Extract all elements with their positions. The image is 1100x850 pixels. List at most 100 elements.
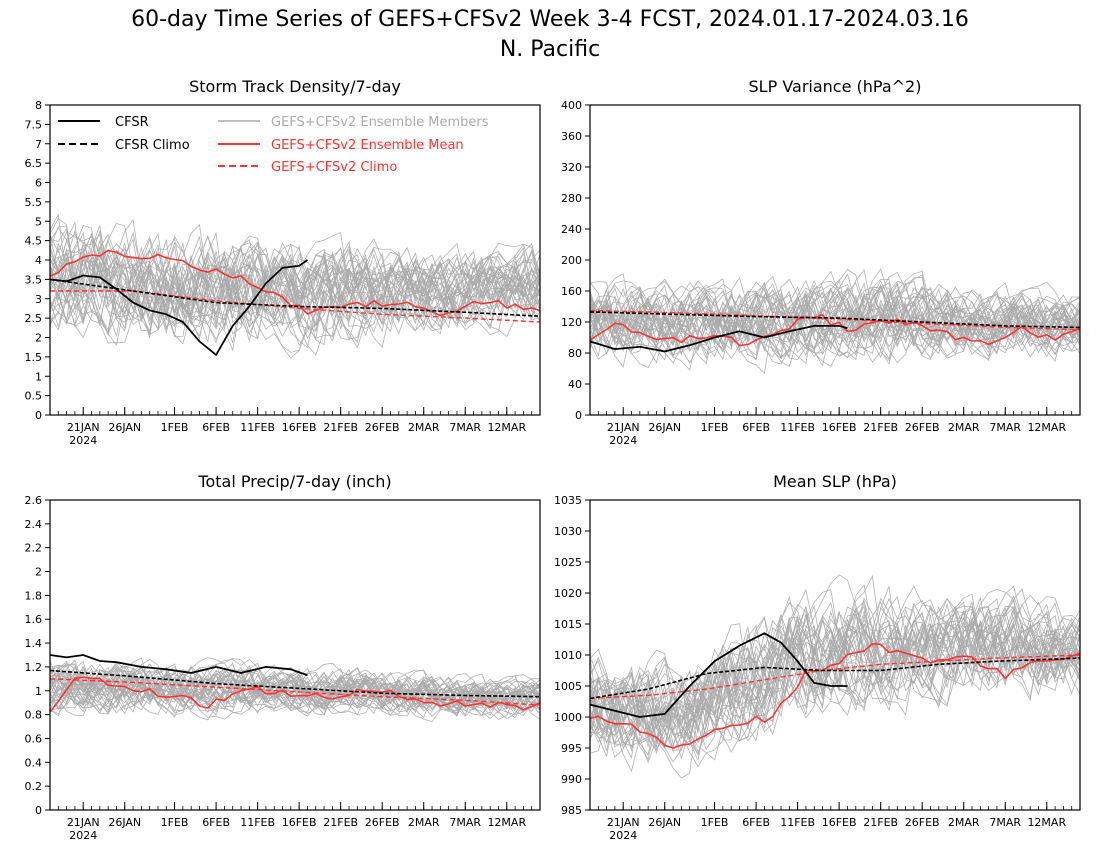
plot-frame: [589, 104, 1081, 416]
y-tick-label: 2.6: [25, 494, 43, 507]
y-tick-label: 1025: [554, 556, 582, 569]
x-tick-label: 1FEB: [161, 421, 189, 434]
series-line-ens-mean: [50, 676, 540, 713]
y-tick-label: 4: [35, 254, 42, 267]
x-tick-label: 11FEB: [240, 816, 275, 829]
y-tick-label: 240: [561, 223, 582, 236]
member-line: [50, 671, 540, 716]
panel-storm-track-density: Storm Track Density/7-day 0 0.5 1 1.5 2 2.5 3 3…: [25, 77, 541, 447]
x-tick-sublabel: 2024: [609, 829, 637, 842]
member-line: [590, 600, 1080, 753]
series-line-cfsr: [50, 259, 309, 357]
y-tick-label: 320: [561, 161, 582, 174]
member-line: [50, 231, 540, 341]
member-line: [50, 238, 540, 343]
x-tick-label: 21JAN: [67, 421, 100, 434]
y-tick-label: 1010: [554, 649, 582, 662]
ensemble-members: [50, 657, 540, 723]
member-line: [590, 595, 1080, 749]
y-tick-label: 0.8: [25, 709, 43, 722]
member-line: [590, 583, 1080, 747]
y-tick-label: 0: [35, 804, 42, 817]
y-tick-label: 990: [561, 773, 582, 786]
member-line: [50, 245, 540, 344]
x-tick-label: 11FEB: [240, 421, 275, 434]
y-tick-label: 3: [35, 293, 42, 306]
x-tick-label: 2MAR: [948, 816, 980, 829]
y-tick-label: 8: [35, 99, 42, 112]
x-tick-label: 26FEB: [365, 816, 400, 829]
legend: CFSR CFSR Climo GEFS+CFSv2 Ensemble Memb…: [58, 115, 489, 175]
series-line-cfsr: [50, 654, 308, 677]
y-tick-label: 2: [35, 332, 42, 345]
member-line: [50, 221, 540, 337]
member-line: [50, 664, 540, 716]
member-line: [590, 596, 1080, 756]
series-line-cfsr: [590, 324, 848, 353]
x-tick-label: 26JAN: [648, 421, 681, 434]
panel-title: Storm Track Density/7-day: [189, 77, 401, 96]
x-tick-sublabel: 2024: [69, 434, 97, 447]
member-line: [590, 588, 1080, 746]
y-tick-label: 160: [561, 285, 582, 298]
member-line: [590, 597, 1080, 747]
ensemble-members: [50, 213, 540, 359]
y-tick-label: 280: [561, 192, 582, 205]
y-tick-label: 985: [561, 804, 582, 817]
member-line: [590, 281, 1080, 359]
series-line-ens-climo: [50, 290, 540, 323]
series-line-ens-mean: [590, 642, 1080, 749]
plot-frame: [49, 499, 541, 811]
y-tick-label: 1020: [554, 587, 582, 600]
y-tick-label: 360: [561, 130, 582, 143]
x-tick-label: 26FEB: [905, 816, 940, 829]
y-tick-label: 0.5: [25, 390, 43, 403]
x-tick-label: 6FEB: [202, 421, 230, 434]
x-tick-label: 21FEB: [323, 816, 358, 829]
y-tick-label: 1.8: [25, 589, 43, 602]
x-tick-label: 16FEB: [282, 816, 317, 829]
series-line-cfsr-climo: [50, 278, 540, 317]
panel-title: SLP Variance (hPa^2): [749, 77, 922, 96]
y-tick-label: 2.4: [25, 518, 43, 531]
member-line: [50, 238, 540, 342]
y-tick-label: 400: [561, 99, 582, 112]
y-tick-label: 1035: [554, 494, 582, 507]
x-tick-label: 16FEB: [822, 816, 857, 829]
member-line: [590, 605, 1080, 734]
x-tick-label: 6FEB: [742, 421, 770, 434]
y-tick-label: 2.5: [25, 312, 43, 325]
y-tick-label: 7: [35, 138, 42, 151]
series-line-ens-climo: [50, 678, 540, 706]
series-lines: [50, 249, 540, 357]
panel-mean-slp: Mean SLP (hPa) 985 990 995 1000 1005 1010 1015…: [554, 472, 1081, 842]
y-tick-label: 0.2: [25, 780, 43, 793]
panel-slp-variance: SLP Variance (hPa^2) 0 40 80 120 160 200 240 28…: [561, 77, 1081, 447]
y-tick-label: 0: [35, 409, 42, 422]
y-tick-label: 1: [35, 370, 42, 383]
x-tick-label: 12MAR: [487, 421, 526, 434]
y-tick-label: 2.2: [25, 542, 43, 555]
y-tick-label: 0.4: [25, 756, 43, 769]
ensemble-members: [590, 268, 1080, 375]
member-line: [50, 663, 540, 723]
y-tick-label: 6: [35, 177, 42, 190]
y-tick-label: 80: [568, 347, 582, 360]
series-line-cfsr: [590, 632, 848, 718]
x-tick-label: 12MAR: [487, 816, 526, 829]
y-tick-label: 995: [561, 742, 582, 755]
y-tick-label: 5: [35, 215, 42, 228]
panel-title: Total Precip/7-day (inch): [197, 472, 391, 491]
x-tick-label: 21FEB: [863, 421, 898, 434]
x-tick-sublabel: 2024: [69, 829, 97, 842]
y-tick-label: 1000: [554, 711, 582, 724]
x-tick-label: 6FEB: [202, 816, 230, 829]
panel-title: Mean SLP (hPa): [773, 472, 897, 491]
member-line: [590, 588, 1080, 756]
y-tick-label: 1030: [554, 525, 582, 538]
y-tick-label: 1.2: [25, 661, 43, 674]
x-tick-label: 16FEB: [822, 421, 857, 434]
member-line: [590, 598, 1080, 742]
member-line: [50, 657, 540, 708]
member-line: [50, 240, 540, 333]
